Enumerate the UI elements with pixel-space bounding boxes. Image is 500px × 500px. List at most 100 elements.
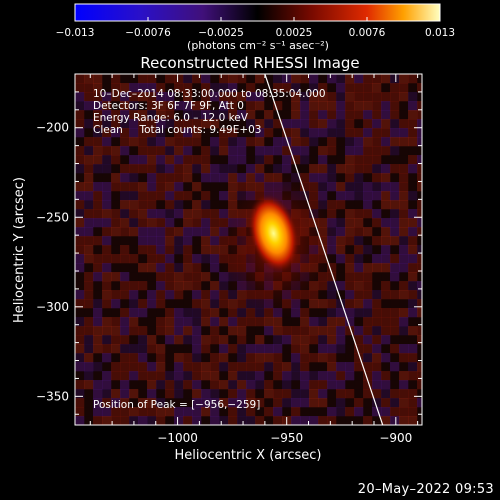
noise-cell: [84, 164, 94, 174]
noise-cell: [300, 128, 310, 138]
noise-cell: [102, 380, 112, 390]
noise-cell: [345, 209, 355, 219]
noise-cell: [399, 119, 409, 129]
noise-cell: [228, 362, 238, 372]
noise-cell: [156, 299, 166, 309]
noise-cell: [201, 128, 211, 138]
noise-cell: [147, 218, 157, 228]
noise-cell: [291, 164, 301, 174]
noise-cell: [255, 137, 265, 147]
noise-cell: [93, 416, 103, 425]
noise-cell: [318, 146, 328, 156]
noise-cell: [183, 227, 193, 237]
noise-cell: [111, 101, 121, 111]
noise-cell: [273, 407, 283, 417]
noise-cell: [210, 344, 220, 354]
noise-cell: [192, 110, 202, 120]
noise-cell: [282, 362, 292, 372]
noise-cell: [201, 398, 211, 408]
noise-cell: [390, 371, 400, 381]
noise-cell: [372, 191, 382, 201]
noise-cell: [138, 290, 148, 300]
noise-cell: [228, 353, 238, 363]
noise-cell: [201, 218, 211, 228]
noise-cell: [165, 416, 175, 425]
noise-cell: [192, 155, 202, 165]
noise-cell: [210, 191, 220, 201]
noise-cell: [219, 353, 229, 363]
noise-cell: [354, 155, 364, 165]
noise-cell: [147, 236, 157, 246]
noise-cell: [363, 191, 373, 201]
noise-cell: [156, 74, 166, 84]
noise-cell: [327, 200, 337, 210]
noise-cell: [138, 110, 148, 120]
noise-cell: [390, 173, 400, 183]
noise-cell: [102, 137, 112, 147]
noise-cell: [228, 407, 238, 417]
noise-cell: [192, 416, 202, 425]
noise-cell: [183, 173, 193, 183]
noise-cell: [93, 83, 103, 93]
noise-cell: [147, 191, 157, 201]
noise-cell: [417, 182, 422, 192]
noise-cell: [156, 209, 166, 219]
noise-cell: [174, 182, 184, 192]
noise-cell: [327, 101, 337, 111]
y-tick-label: −300: [36, 300, 69, 314]
noise-cell: [219, 146, 229, 156]
noise-cell: [120, 200, 130, 210]
noise-cell: [237, 407, 247, 417]
noise-cell: [228, 308, 238, 318]
noise-cell: [399, 155, 409, 165]
noise-cell: [390, 281, 400, 291]
noise-cell: [93, 227, 103, 237]
noise-cell: [111, 146, 121, 156]
noise-cell: [75, 389, 85, 399]
noise-cell: [255, 128, 265, 138]
noise-cell: [75, 146, 85, 156]
noise-cell: [408, 155, 418, 165]
noise-cell: [372, 119, 382, 129]
noise-cell: [291, 155, 301, 165]
noise-cell: [309, 308, 319, 318]
noise-cell: [390, 290, 400, 300]
noise-cell: [390, 227, 400, 237]
noise-cell: [201, 101, 211, 111]
noise-cell: [210, 110, 220, 120]
noise-cell: [408, 272, 418, 282]
noise-cell: [372, 254, 382, 264]
noise-cell: [318, 182, 328, 192]
noise-cell: [156, 137, 166, 147]
noise-cell: [363, 137, 373, 147]
noise-cell: [399, 335, 409, 345]
noise-cell: [363, 182, 373, 192]
noise-cell: [147, 416, 157, 425]
noise-cell: [300, 164, 310, 174]
noise-cell: [111, 281, 121, 291]
noise-cell: [417, 83, 422, 93]
noise-cell: [264, 335, 274, 345]
noise-cell: [138, 137, 148, 147]
noise-cell: [147, 101, 157, 111]
noise-cell: [318, 164, 328, 174]
noise-cell: [381, 344, 391, 354]
noise-cell: [129, 416, 139, 425]
noise-cell: [219, 101, 229, 111]
noise-cell: [381, 74, 391, 84]
noise-cell: [192, 407, 202, 417]
noise-cell: [291, 326, 301, 336]
noise-cell: [138, 353, 148, 363]
noise-cell: [156, 83, 166, 93]
noise-cell: [165, 290, 175, 300]
noise-cell: [255, 362, 265, 372]
noise-cell: [354, 164, 364, 174]
noise-cell: [84, 245, 94, 255]
noise-cell: [183, 344, 193, 354]
noise-cell: [138, 155, 148, 165]
noise-cell: [147, 146, 157, 156]
noise-cell: [309, 344, 319, 354]
noise-cell: [102, 146, 112, 156]
noise-cell: [102, 344, 112, 354]
noise-cell: [75, 290, 85, 300]
